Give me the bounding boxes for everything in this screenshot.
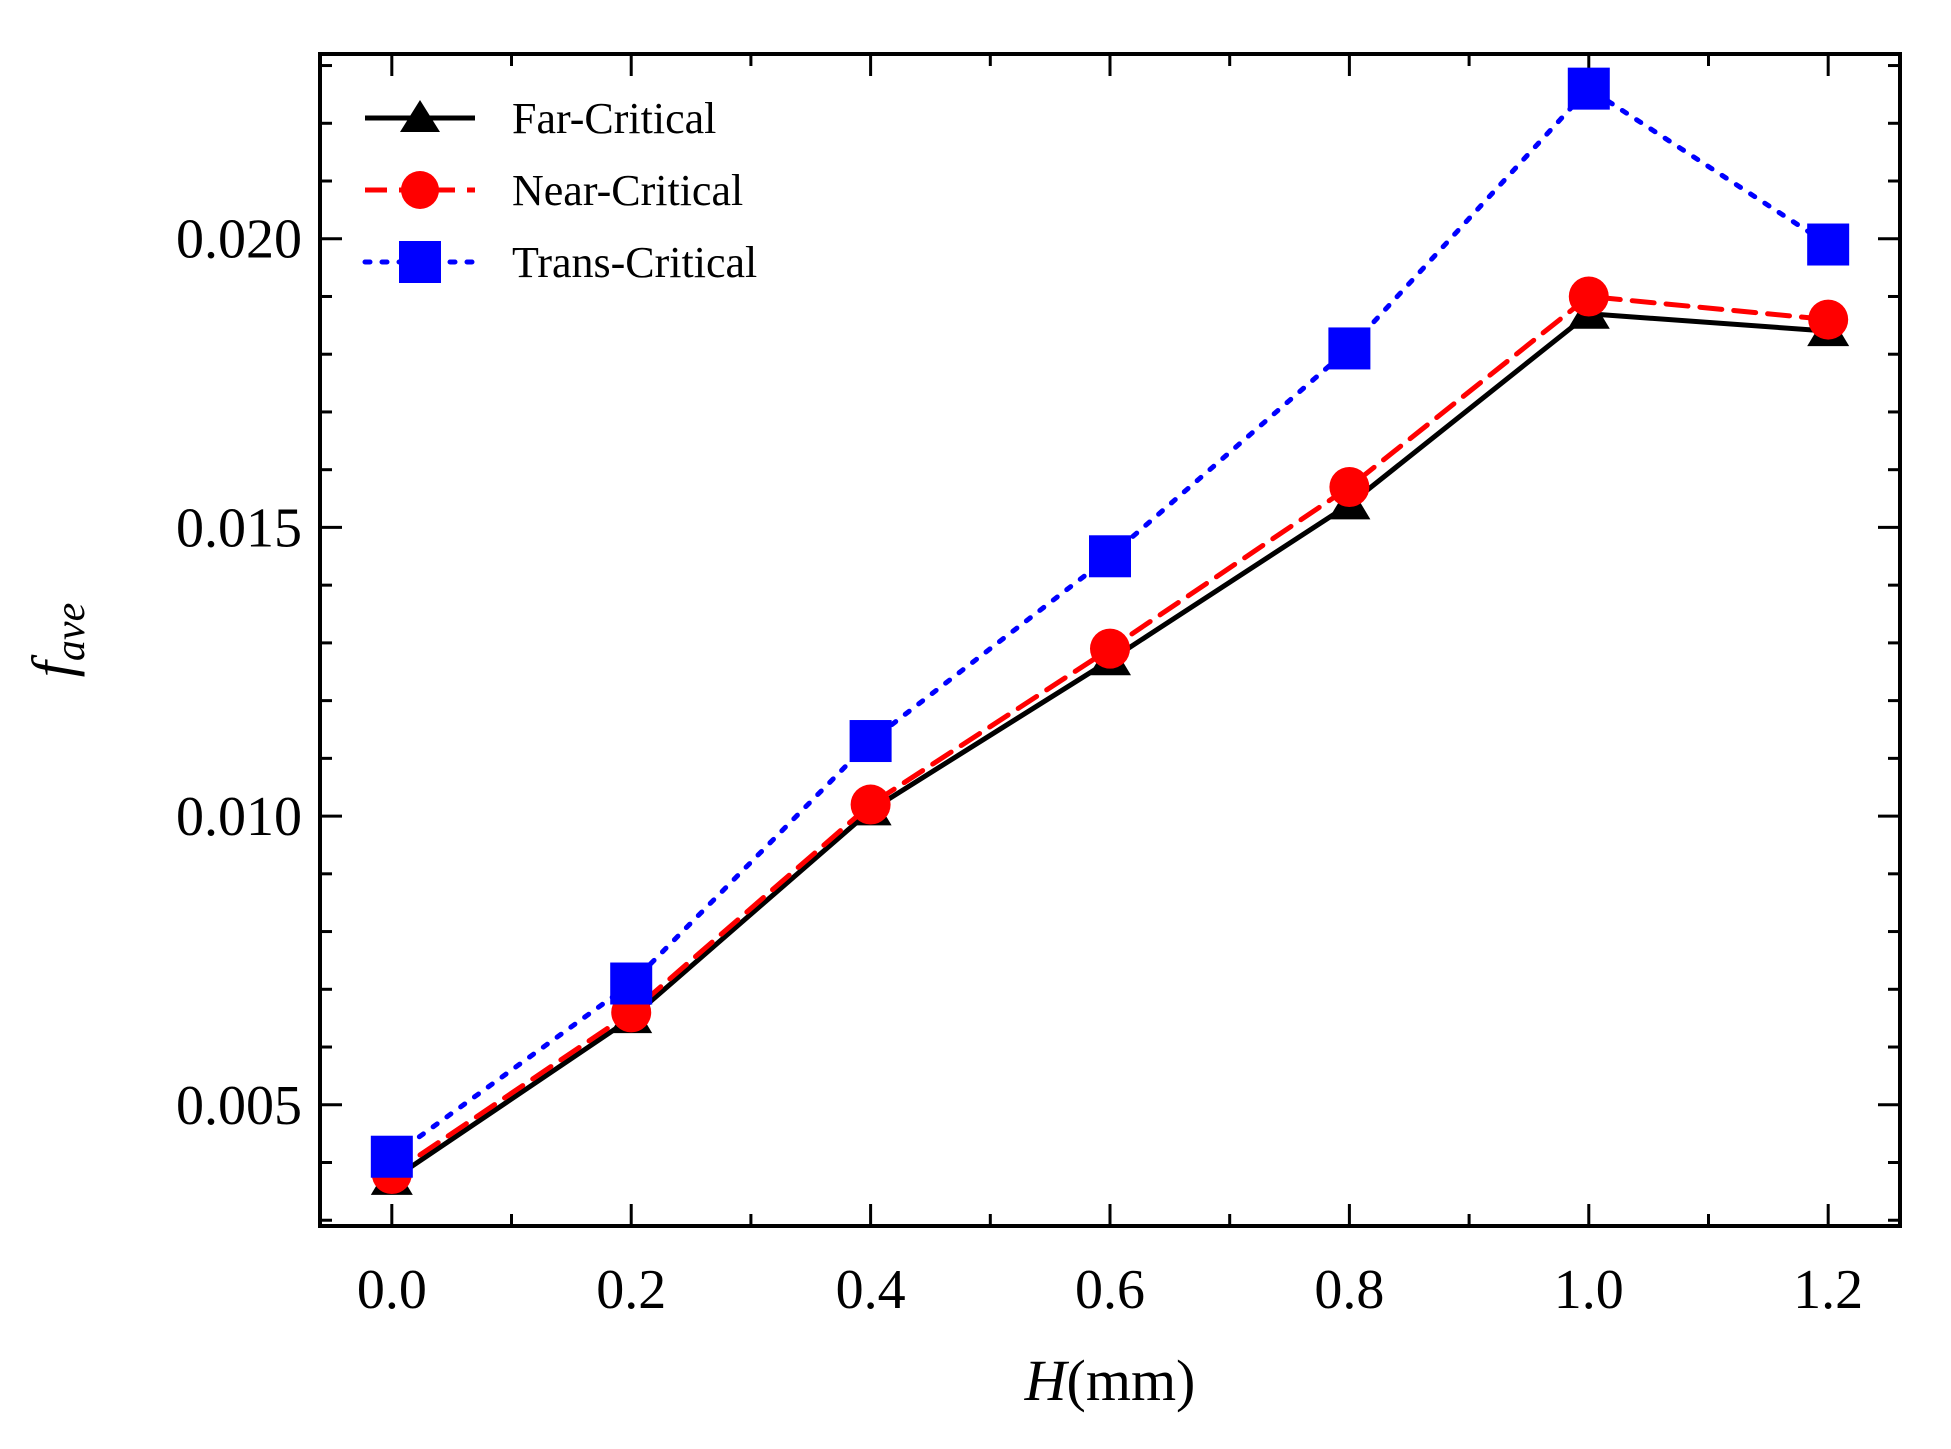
x-tick-label: 0.8 bbox=[1314, 1259, 1384, 1321]
x-tick-label: 0.6 bbox=[1075, 1259, 1145, 1321]
legend-label: Near-Critical bbox=[512, 166, 743, 215]
y-tick-label: 0.015 bbox=[176, 497, 302, 559]
data-point bbox=[610, 962, 653, 1005]
data-point bbox=[1090, 628, 1130, 669]
legend-label: Trans-Critical bbox=[512, 238, 757, 287]
x-tick-label: 1.2 bbox=[1793, 1259, 1863, 1321]
y-tick-label: 0.010 bbox=[176, 786, 302, 848]
legend: Far-Critical Near-Critical Trans-Critica… bbox=[362, 94, 757, 287]
x-tick-label: 0.2 bbox=[596, 1259, 666, 1321]
legend-entry-trans-critical: Trans-Critical bbox=[362, 238, 757, 287]
data-series bbox=[370, 67, 1850, 1195]
data-point bbox=[370, 1135, 413, 1178]
y-tick-label: 0.005 bbox=[176, 1075, 302, 1137]
x-axis-title-unit: (mm) bbox=[1067, 1348, 1196, 1413]
data-point bbox=[850, 784, 891, 825]
series-near-critical bbox=[371, 276, 1849, 1195]
y-axis-title-subscript: ave bbox=[48, 603, 94, 661]
legend-entry-far-critical: Far-Critical bbox=[365, 94, 716, 143]
data-point bbox=[1328, 327, 1371, 370]
circle-marker-icon bbox=[401, 171, 439, 209]
y-axis-title: fave bbox=[20, 603, 94, 677]
data-point bbox=[1808, 299, 1849, 340]
data-point bbox=[849, 720, 892, 763]
x-tick-label: 0.4 bbox=[836, 1259, 906, 1321]
square-marker-icon bbox=[399, 241, 441, 283]
data-point bbox=[1567, 67, 1610, 110]
data-point bbox=[1568, 276, 1609, 317]
x-tick-label: 0.0 bbox=[357, 1259, 427, 1321]
legend-label: Far-Critical bbox=[512, 94, 716, 143]
x-axis-tick-labels: 0.0 0.2 0.4 0.6 0.8 1.0 1.2 bbox=[357, 1259, 1863, 1321]
data-point bbox=[1089, 535, 1131, 578]
data-point bbox=[1329, 467, 1370, 508]
x-axis-title-variable: H bbox=[1024, 1348, 1070, 1413]
y-tick-label: 0.020 bbox=[176, 209, 302, 271]
triangle-marker-icon bbox=[400, 100, 440, 132]
axis-ticks bbox=[320, 54, 1900, 1226]
data-point bbox=[1807, 223, 1850, 266]
y-axis-tick-labels: 0.005 0.010 0.015 0.020 bbox=[176, 209, 302, 1137]
x-tick-label: 1.0 bbox=[1554, 1259, 1624, 1321]
series-trans-critical bbox=[370, 67, 1850, 1178]
x-axis-title: H(mm) bbox=[1024, 1348, 1196, 1413]
svg-text:fave: fave bbox=[20, 603, 94, 677]
legend-entry-near-critical: Near-Critical bbox=[365, 166, 743, 215]
